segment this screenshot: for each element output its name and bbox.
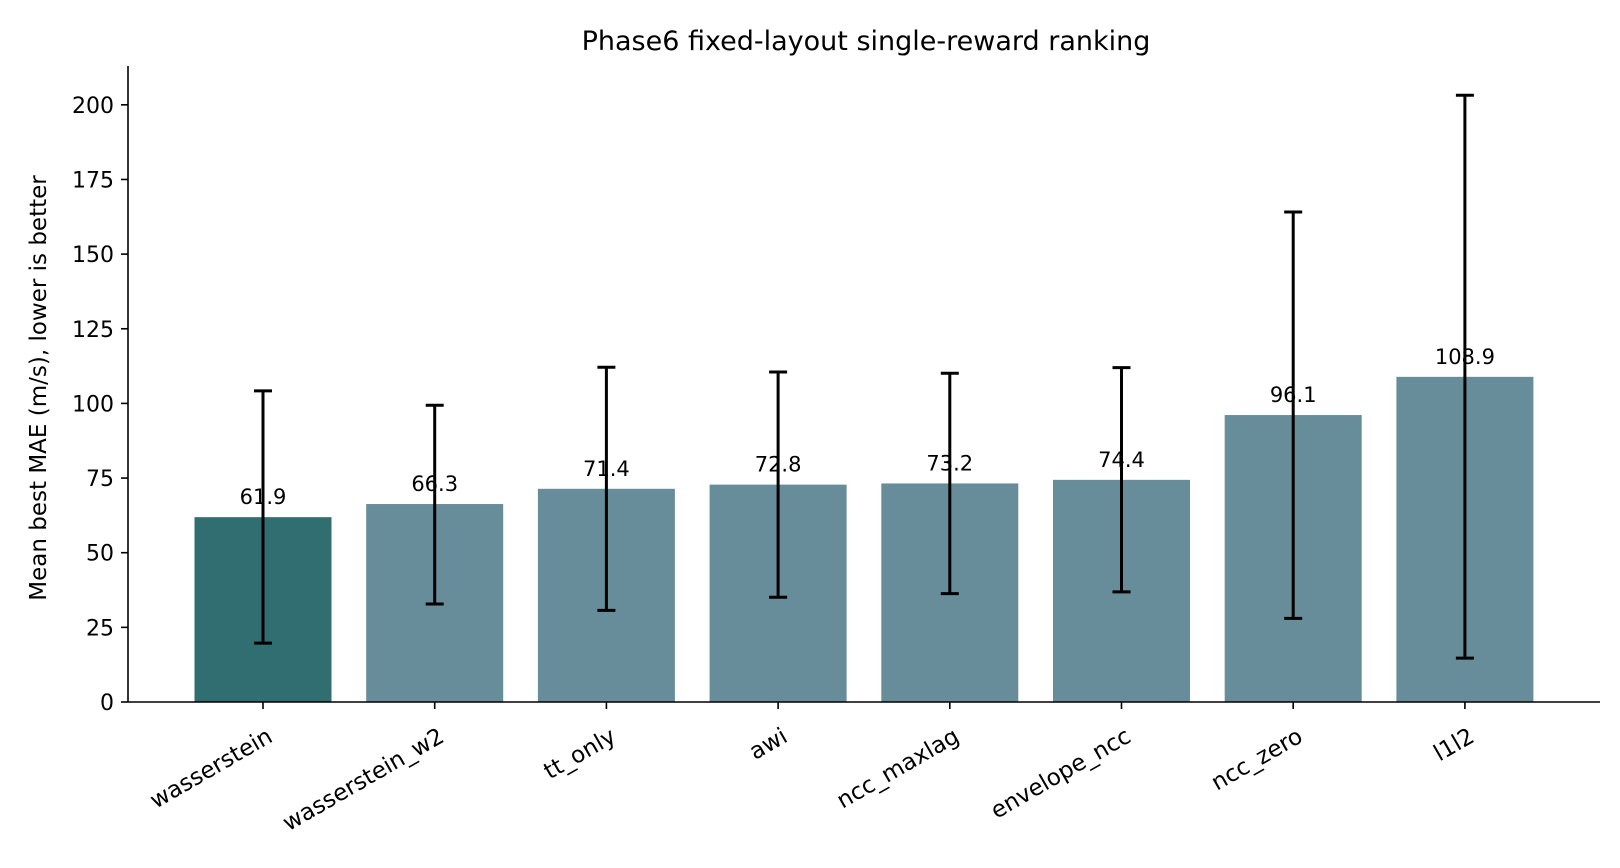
x-tick-label-tt_only: tt_only [540,723,621,785]
x-tick-label-ncc_zero: ncc_zero [1207,723,1307,796]
y-tick-label-0: 0 [100,691,114,716]
y-tick-label-200: 200 [72,94,114,119]
y-tick-label-175: 175 [72,168,114,193]
y-tick-label-25: 25 [86,616,114,641]
y-tick-label-75: 75 [86,467,114,492]
y-tick-label-100: 100 [72,392,114,417]
chart-title: Phase6 fixed-layout single-reward rankin… [582,26,1151,57]
y-axis-label: Mean best MAE (m/s), lower is better [26,175,52,601]
y-tick-label-50: 50 [86,542,114,567]
x-tick-label-awi: awi [745,723,792,765]
plot-area: 61.966.371.472.873.274.496.1108.90255075… [72,66,1600,837]
x-tick-label-ncc_maxlag: ncc_maxlag [833,723,964,814]
x-tick-label-l1l2: l1l2 [1429,723,1478,767]
x-tick-label-wasserstein: wasserstein [146,723,277,814]
x-tick-label-envelope_ncc: envelope_ncc [986,723,1135,824]
y-tick-label-125: 125 [72,318,114,343]
y-tick-label-150: 150 [72,243,114,268]
x-tick-label-wasserstein_w2: wasserstein_w2 [278,723,448,836]
